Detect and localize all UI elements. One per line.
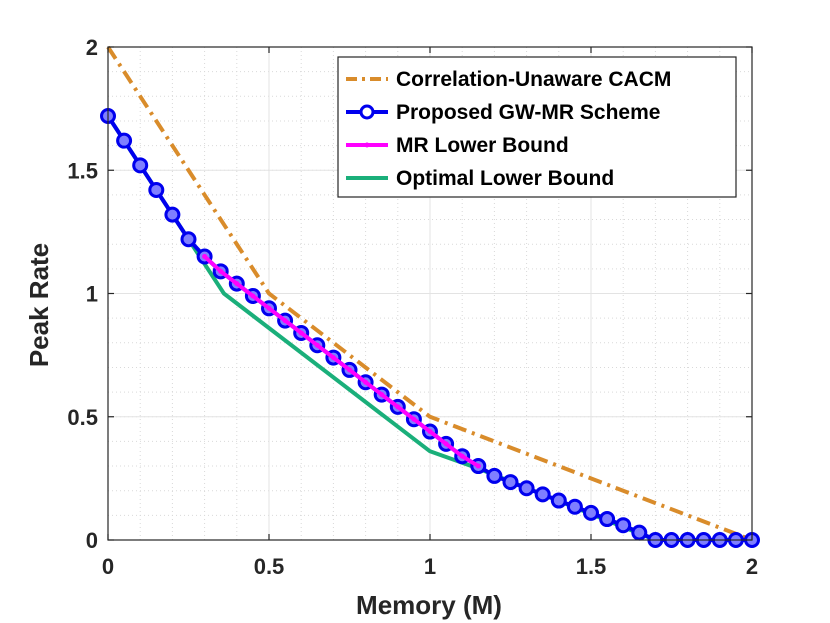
series-point-1 (116, 132, 133, 149)
legend-label-0: Correlation-Unaware CACM (396, 68, 671, 91)
legend-label-3: Optimal Lower Bound (396, 167, 614, 190)
x-tick-label: 0.5 (254, 554, 285, 579)
series-point-1 (132, 157, 149, 174)
series-point-2 (250, 293, 256, 299)
series-point-2 (347, 367, 352, 373)
series-point-2 (459, 453, 465, 459)
series-point-1 (180, 231, 197, 248)
series-point-2 (298, 330, 304, 336)
series-point-1 (631, 524, 648, 541)
legend-marker-1 (359, 104, 375, 120)
x-tick-label: 1 (424, 554, 436, 579)
y-tick-label: 0.5 (67, 405, 98, 430)
axes (107, 46, 753, 541)
series-point-1 (566, 498, 583, 515)
series-point-2 (443, 441, 449, 447)
series-point-2 (475, 463, 481, 469)
series-point-2 (395, 404, 401, 410)
series-point-2 (411, 416, 417, 422)
y-tick-label: 1.5 (67, 158, 98, 183)
x-axis-title: Memory (M) (356, 590, 502, 620)
series-point-2 (282, 318, 288, 324)
series-point-1 (148, 181, 165, 198)
series-point-1 (164, 206, 181, 223)
series-point-1 (502, 474, 519, 491)
series-point-2 (314, 342, 320, 348)
series-point-1 (486, 467, 503, 484)
series-point-2 (234, 281, 240, 287)
series-point-1 (583, 504, 599, 521)
series-point-2 (427, 429, 433, 435)
series-point-2 (202, 254, 208, 260)
y-tick-label: 0 (86, 528, 98, 553)
y-tick-label: 2 (86, 35, 98, 60)
series-point-1 (518, 480, 535, 497)
legend: Correlation-Unaware CACM Proposed GW-MR S… (337, 56, 737, 198)
series-line-mr-overlay (203, 255, 480, 468)
x-tick-label: 0 (102, 554, 114, 579)
series-point-1 (534, 486, 551, 503)
series-point-2 (379, 392, 385, 398)
series-line-0 (106, 45, 753, 542)
series-point-2 (330, 355, 336, 361)
legend-label-2: MR Lower Bound (396, 134, 569, 157)
tick-labels: 0 0.5 1 1.5 2 0 0.5 1 1.5 2 (67, 35, 758, 579)
series-point-1 (550, 492, 567, 509)
series-point-1 (599, 511, 616, 528)
series-point-2 (218, 268, 224, 274)
x-tick-label: 2 (746, 554, 758, 579)
legend-box (337, 56, 737, 198)
series-point-1 (615, 517, 632, 534)
legend-label-1: Proposed GW-MR Scheme (396, 101, 660, 124)
y-tick-label: 1 (86, 282, 98, 307)
series-point-2 (363, 379, 369, 385)
series-point-2 (266, 305, 272, 311)
y-axis-title: Peak Rate (24, 243, 54, 367)
legend-marker-2 (364, 142, 370, 148)
x-tick-label: 1.5 (576, 554, 607, 579)
